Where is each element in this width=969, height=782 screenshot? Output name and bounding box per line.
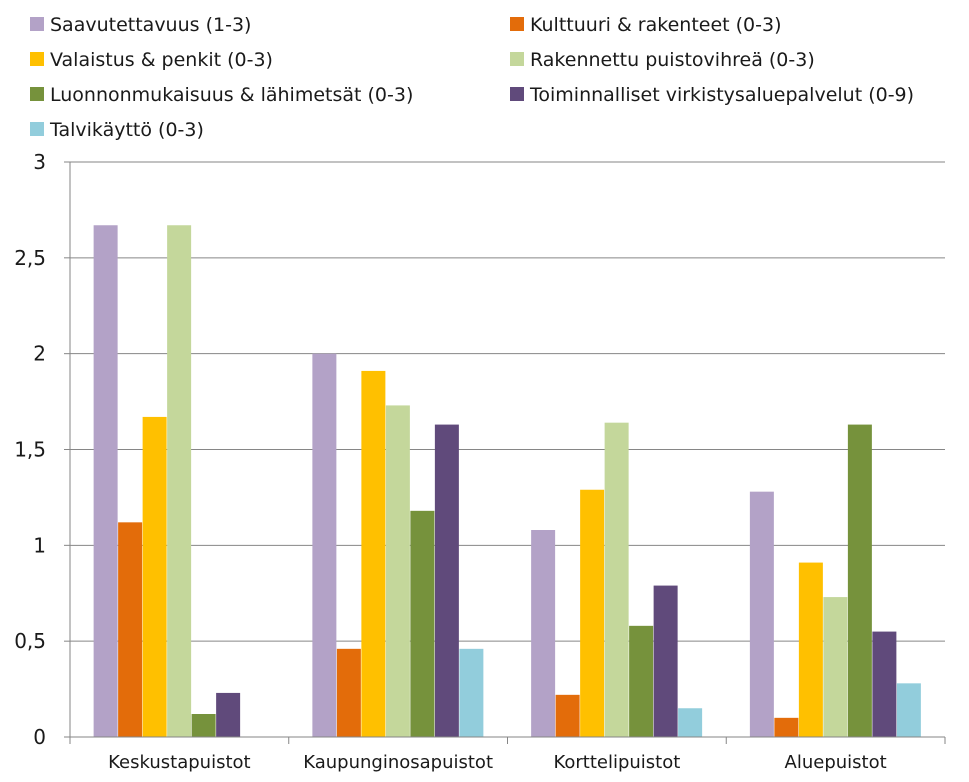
legend-label-4: Rakennettu puistovihreä (0-3) bbox=[530, 49, 815, 71]
y-tick-label-1: 0,5 bbox=[14, 629, 46, 653]
bar-3-6 bbox=[653, 585, 678, 737]
x-tick-label-2: Kaupunginosapuistot bbox=[303, 752, 493, 773]
bar-4-2 bbox=[774, 717, 799, 737]
bar-1-1 bbox=[93, 225, 118, 737]
bar-4-4 bbox=[823, 597, 848, 737]
bars bbox=[93, 225, 921, 737]
bar-4-3 bbox=[798, 562, 823, 737]
x-tick-label-1: Keskustapuistot bbox=[108, 752, 250, 773]
legend-swatch-7 bbox=[30, 122, 44, 136]
y-tick-label-4: 2 bbox=[33, 342, 46, 366]
y-tick-label-6: 3 bbox=[33, 150, 46, 174]
bar-3-7 bbox=[678, 708, 703, 737]
legend-label-3: Valaistus & penkit (0-3) bbox=[50, 49, 273, 71]
y-tick-label-2: 1 bbox=[33, 533, 46, 557]
y-tick-label-5: 2,5 bbox=[14, 246, 46, 270]
x-tick-label-4: Aluepuistot bbox=[785, 752, 887, 773]
bar-3-2 bbox=[555, 694, 580, 737]
legend-label-1: Saavutettavuus (1-3) bbox=[50, 14, 251, 36]
bar-2-5 bbox=[410, 510, 435, 737]
bar-2-6 bbox=[434, 424, 459, 737]
bar-1-4 bbox=[167, 225, 192, 737]
x-tick-label-3: Korttelipuistot bbox=[553, 752, 680, 773]
bar-2-2 bbox=[336, 648, 361, 737]
legend-swatch-2 bbox=[510, 17, 524, 31]
legend-label-6: Toiminnalliset virkistysaluepalvelut (0-… bbox=[529, 84, 914, 106]
bar-4-5 bbox=[847, 424, 872, 737]
bar-1-5 bbox=[191, 714, 216, 737]
legend-label-7: Talvikäyttö (0-3) bbox=[49, 119, 204, 141]
legend-swatch-3 bbox=[30, 52, 44, 66]
bar-2-4 bbox=[385, 405, 410, 737]
bar-4-7 bbox=[896, 683, 921, 737]
y-axis-ticks: 0 0,5 1 1,5 2 2,5 3 bbox=[14, 150, 70, 749]
bar-3-5 bbox=[629, 625, 654, 737]
bar-2-3 bbox=[361, 370, 386, 737]
bar-3-4 bbox=[604, 422, 629, 737]
legend-swatch-4 bbox=[510, 52, 524, 66]
bar-2-7 bbox=[459, 648, 484, 737]
legend-label-5: Luonnonmukaisuus & lähimetsät (0-3) bbox=[50, 84, 413, 106]
bar-3-1 bbox=[531, 530, 556, 737]
legend-swatch-5 bbox=[30, 87, 44, 101]
y-tick-label-0: 0 bbox=[33, 725, 46, 749]
bar-1-3 bbox=[142, 416, 167, 737]
x-axis-ticks: Keskustapuistot Kaupunginosapuistot Kortte… bbox=[69, 737, 946, 773]
legend-swatch-1 bbox=[30, 17, 44, 31]
bar-4-1 bbox=[749, 491, 774, 737]
bar-1-2 bbox=[118, 522, 143, 737]
legend-swatch-6 bbox=[510, 87, 524, 101]
bar-2-1 bbox=[312, 353, 337, 737]
bar-1-6 bbox=[216, 692, 241, 737]
legend: Saavutettavuus (1-3) Kulttuuri & rakentee… bbox=[30, 14, 914, 141]
legend-label-2: Kulttuuri & rakenteet (0-3) bbox=[530, 14, 782, 36]
bar-3-3 bbox=[580, 489, 605, 737]
y-tick-label-3: 1,5 bbox=[14, 438, 46, 462]
bar-4-6 bbox=[872, 631, 897, 737]
